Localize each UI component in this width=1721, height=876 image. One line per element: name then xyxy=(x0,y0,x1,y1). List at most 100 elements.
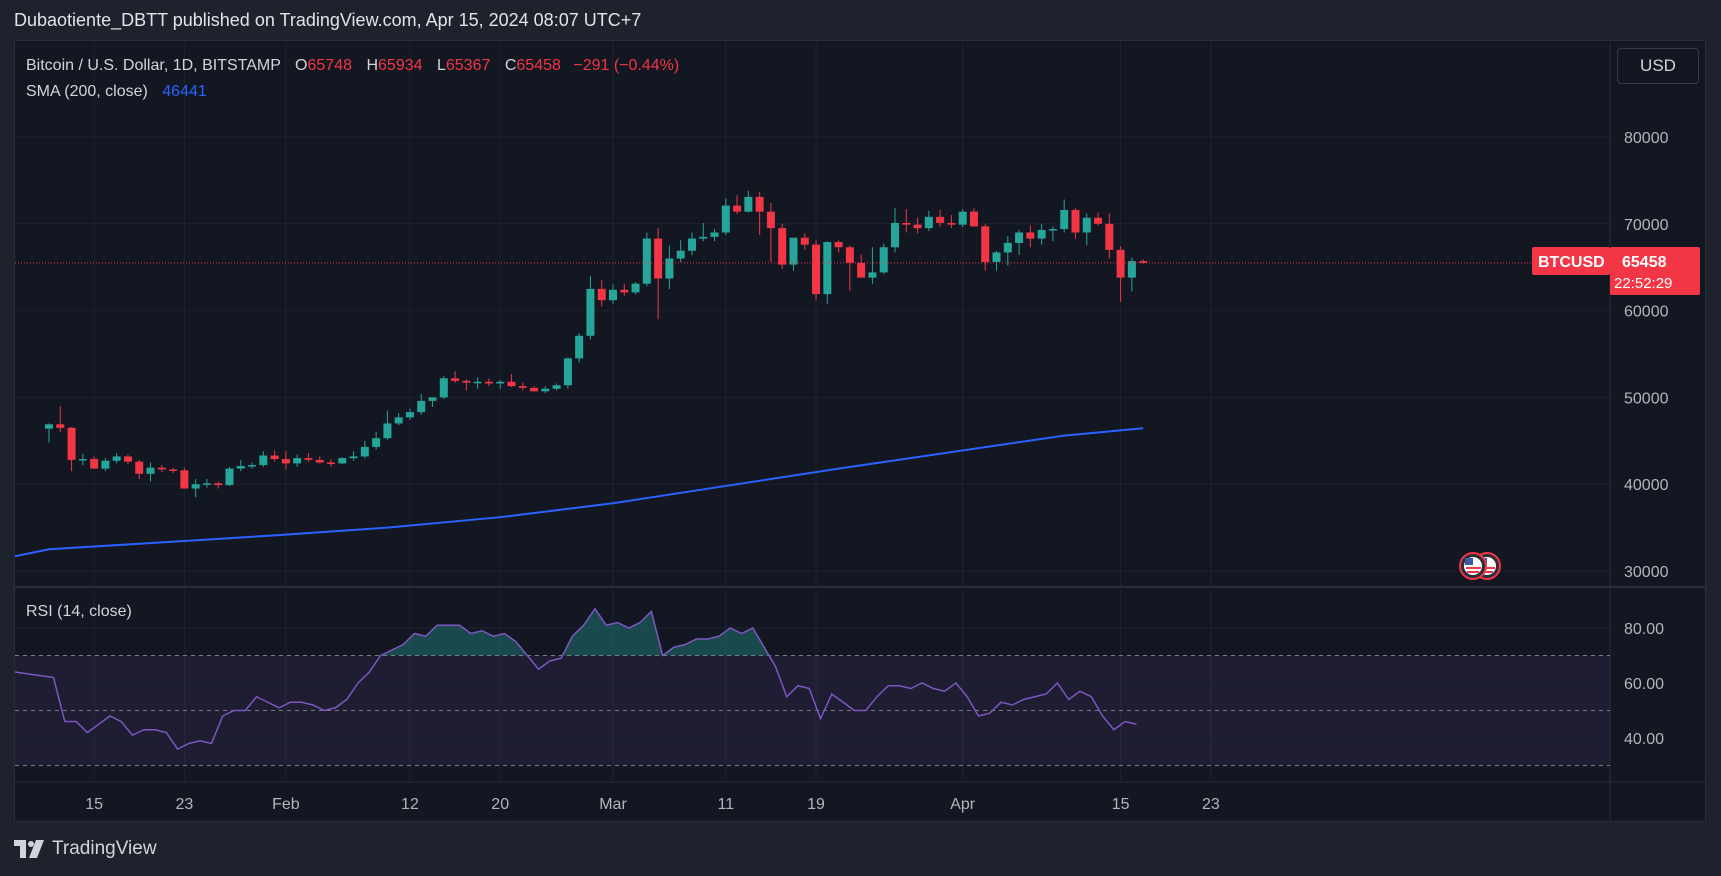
candle-body xyxy=(992,252,1001,262)
candle-body xyxy=(123,456,132,462)
candle-up xyxy=(360,440,369,459)
candle-body xyxy=(1060,209,1069,230)
tradingview-footer[interactable]: TradingView xyxy=(14,838,157,860)
candle-down xyxy=(812,240,821,301)
candle-body xyxy=(823,242,832,295)
candle-up xyxy=(236,459,245,472)
candle-up xyxy=(1060,199,1069,233)
candle-body xyxy=(236,465,245,469)
candle-body xyxy=(1003,242,1012,253)
candle-up xyxy=(338,457,347,465)
rsi-line xyxy=(14,607,1137,750)
candle-body xyxy=(541,388,550,392)
time-tick-label: 15 xyxy=(1112,796,1130,813)
candle-down xyxy=(620,283,629,296)
candle-down xyxy=(530,386,539,392)
candle-body xyxy=(1071,209,1080,233)
candle-body xyxy=(642,238,651,284)
candle-body xyxy=(372,438,381,447)
candle-down xyxy=(315,456,324,464)
candle-down xyxy=(733,195,742,215)
candle-body xyxy=(755,196,764,212)
candle-body xyxy=(180,470,189,489)
candle-body xyxy=(78,459,87,461)
rsi-legend: RSI (14, close) xyxy=(26,603,132,620)
candle-down xyxy=(462,379,471,391)
candle-body xyxy=(56,424,65,428)
candle-body xyxy=(1015,232,1024,243)
candle-body xyxy=(484,381,493,384)
us-flag-icon[interactable] xyxy=(1459,552,1487,580)
price-tick-label: 60000 xyxy=(1624,304,1669,321)
candle-up xyxy=(868,247,877,284)
candle-body xyxy=(327,462,335,464)
candle-up xyxy=(642,232,651,287)
candle-down xyxy=(1116,246,1125,302)
candle-body xyxy=(146,467,155,474)
time-tick-label: Apr xyxy=(950,796,976,813)
candle-down xyxy=(67,426,76,472)
candle-body xyxy=(665,258,674,279)
time-tick-label: 23 xyxy=(1202,796,1220,813)
time-tick-label: 12 xyxy=(401,796,419,813)
candle-body xyxy=(620,289,629,293)
candle-body xyxy=(1026,232,1035,239)
candle-body xyxy=(1037,229,1046,239)
candle-down xyxy=(913,217,922,234)
candle-body xyxy=(654,238,663,279)
candle-up xyxy=(563,357,572,389)
candle-body xyxy=(733,205,742,212)
candle-down xyxy=(169,467,178,473)
candle-body xyxy=(530,387,539,392)
candle-down xyxy=(597,280,606,307)
currency-button[interactable]: USD xyxy=(1617,48,1699,84)
candle-body xyxy=(744,196,753,212)
price-tick-label: 70000 xyxy=(1624,217,1669,234)
candle-up xyxy=(394,413,403,426)
candle-body xyxy=(891,222,899,248)
candle-up xyxy=(676,240,685,262)
candle-body xyxy=(676,250,685,259)
candle-up xyxy=(879,243,888,275)
price-tick-label: 30000 xyxy=(1624,564,1669,581)
candle-body xyxy=(439,378,448,398)
candle-body xyxy=(947,222,956,225)
candle-up xyxy=(575,333,584,363)
candle-up xyxy=(721,198,730,236)
candle-down xyxy=(281,451,290,470)
candle-up xyxy=(1003,235,1012,266)
sma-legend: SMA (200, close) 46441 xyxy=(26,83,207,100)
candle-up xyxy=(439,375,448,400)
candle-body xyxy=(135,461,144,474)
candle-up xyxy=(1048,226,1057,242)
candle-body xyxy=(473,381,482,384)
rsi-tick-label: 60.00 xyxy=(1624,676,1664,693)
candle-up xyxy=(992,250,1001,271)
candle-body xyxy=(609,289,617,301)
candle-body xyxy=(270,455,279,460)
chart-frame[interactable] xyxy=(14,40,1706,822)
price-tick-label: 40000 xyxy=(1624,477,1669,494)
candle-up xyxy=(958,209,967,228)
candle-up xyxy=(259,451,268,467)
price-tick-label: 80000 xyxy=(1624,130,1669,147)
time-tick-label: 23 xyxy=(175,796,193,813)
candle-up xyxy=(586,275,595,340)
candle-up xyxy=(146,462,155,482)
candle-down xyxy=(800,233,809,250)
rsi-tick-label: 80.00 xyxy=(1624,621,1664,638)
candle-down xyxy=(845,245,854,291)
candle-up xyxy=(112,452,121,464)
candle-down xyxy=(755,191,764,236)
candle-body xyxy=(1139,261,1148,263)
candle-body xyxy=(417,400,426,413)
candle-body xyxy=(101,460,110,469)
candle-body xyxy=(281,459,290,464)
last-price-tag: BTCUSD 65458 22:52:29 xyxy=(1532,247,1700,295)
candle-down xyxy=(857,254,866,278)
candle-body xyxy=(383,423,392,439)
candle-body xyxy=(766,211,775,229)
time-tick-label: Mar xyxy=(599,796,627,813)
candle-body xyxy=(225,468,234,486)
